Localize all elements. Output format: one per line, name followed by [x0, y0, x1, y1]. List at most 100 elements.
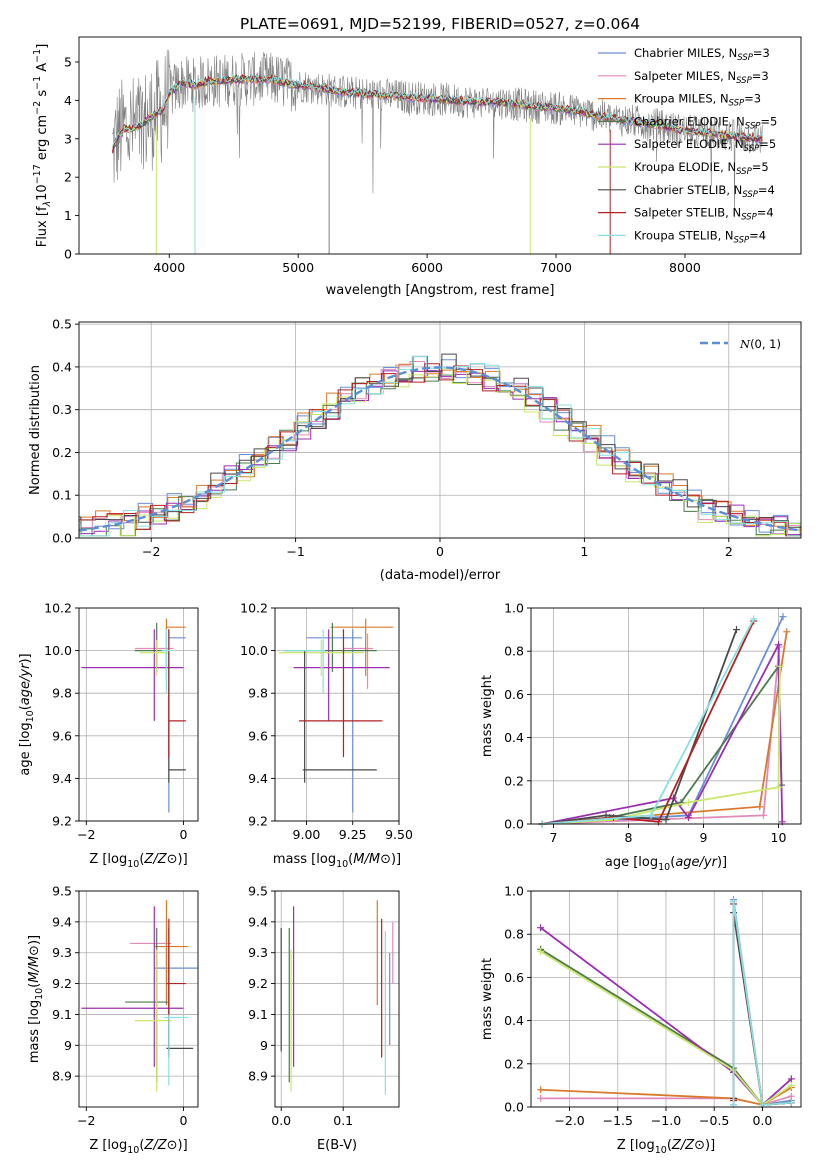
y-tick-label: 9	[64, 1038, 72, 1053]
x-tick-label: −1	[286, 544, 304, 559]
x-tick-label: −2	[142, 544, 160, 559]
y-tick-label: 9	[260, 1038, 268, 1053]
y-axis-label: Normed distribution	[28, 365, 43, 495]
y-tick-label: 0.3	[52, 402, 72, 417]
y-tick-label: 10.0	[44, 643, 72, 658]
y-tick-label: 0.2	[52, 445, 72, 460]
y-tick-label: 9.1	[52, 1007, 72, 1022]
x-axis-label: Z [log10(Z/Z⊙)]	[89, 852, 187, 870]
axes-frame	[78, 607, 199, 822]
y-tick-label: 0.2	[504, 773, 524, 788]
y-tick-label: 1.0	[504, 884, 524, 899]
age-vs-mass-plot: 9.00 9.25 9.50 9.2 9.4 9.6 9.8 10.0 10.2 mass [lo…	[240, 601, 413, 871]
x-tick-label: 6000	[411, 260, 443, 275]
y-tick-label: 0.0	[52, 531, 72, 546]
figure-title: PLATE=0691, MJD=52199, FIBERID=0527, z=0…	[240, 15, 640, 33]
x-tick-label: 1	[580, 544, 588, 559]
plot-area	[81, 618, 186, 813]
x-axis-label: mass [log10(M/M⊙)]	[273, 852, 401, 870]
y-tick-label: 0.4	[52, 359, 72, 374]
y-tick-label: 8.9	[248, 1069, 268, 1084]
histogram-step	[79, 363, 801, 537]
y-tick-label: 9.2	[248, 814, 268, 829]
y-tick-label: 1.0	[504, 601, 524, 616]
x-tick-label: 8	[625, 830, 633, 845]
y-tick-label: 1	[64, 208, 72, 223]
y-tick-label: 9.4	[248, 771, 268, 786]
weight-series-line	[542, 629, 738, 825]
x-tick-label: 2	[725, 544, 733, 559]
y-tick-label: 0	[64, 247, 72, 262]
axes-frame	[78, 36, 802, 255]
weight-vs-metallicity-plot: −2.0 −1.5 −1.0 −0.5 0.0 0.0 0.2 0.4 0.6 0.8 1.0 Z […	[480, 884, 802, 1156]
y-tick-label: 9.6	[248, 728, 268, 743]
legend-label: Chabrier STELIB, NSSP=4	[634, 183, 775, 200]
y-tick-label: 0.8	[504, 927, 524, 942]
x-tick-label: 4000	[153, 260, 185, 275]
y-tick-label: 9.4	[52, 914, 72, 929]
x-tick-label: 0.0	[752, 1113, 772, 1128]
axes-frame	[530, 607, 802, 825]
legend-label: Kroupa ELODIE, NSSP=5	[634, 160, 769, 177]
x-axis-label: (data-model)/error	[380, 568, 501, 583]
legend-label: N(0, 1)	[739, 337, 781, 351]
y-tick-label: 0.4	[504, 1013, 524, 1028]
x-axis-label: E(B-V)	[317, 1138, 357, 1153]
age-vs-metallicity-plot: −2 0 9.2 9.4 9.6 9.8 10.0 10.2 Z [log10(Z/Z⊙)] ag…	[18, 601, 199, 870]
y-tick-label: 9.2	[52, 976, 72, 991]
weight-series-line	[542, 618, 755, 825]
x-tick-label: −1.5	[603, 1113, 633, 1128]
axes-frame	[274, 890, 400, 1108]
x-tick-label: 0	[179, 1113, 187, 1128]
y-tick-label: 0.5	[52, 317, 72, 332]
mass-vs-ebv-plot: 0.0 0.1 8.9 9 9.1 9.2 9.3 9.4 9.5 E(B-V)	[248, 884, 400, 1153]
weight-series-line	[542, 644, 784, 825]
y-tick-label: 4	[64, 93, 72, 108]
x-tick-label: −1.0	[651, 1113, 681, 1128]
y-axis-label: mass [log10(M/M⊙)]	[27, 935, 45, 1063]
plot-area	[280, 900, 394, 1095]
y-tick-label: 0.8	[504, 644, 524, 659]
plot-area	[112, 49, 763, 254]
x-axis-label: age [log10(age/yr)]	[605, 855, 727, 873]
y-tick-label: 9.3	[248, 945, 268, 960]
axes-frame	[78, 890, 199, 1108]
x-tick-label: −2	[77, 827, 95, 842]
x-tick-label: 8000	[669, 260, 701, 275]
y-tick-label: 3	[64, 131, 72, 146]
model-spectrum-line	[112, 73, 763, 147]
y-tick-label: 0.6	[504, 687, 524, 702]
x-tick-label: 7	[550, 830, 558, 845]
x-tick-label: 7000	[540, 260, 572, 275]
gaussian-reference-curve	[79, 366, 801, 532]
model-spectrum-line	[112, 75, 763, 154]
y-axis-label: mass weight	[480, 958, 495, 1040]
spectrum-plot: 4000 5000 6000 7000 8000 0 1 2 3 4 5 wavelength [An…	[32, 36, 802, 298]
x-tick-label: 10	[771, 830, 787, 845]
plot-area	[278, 618, 394, 813]
x-tick-label: 0.1	[333, 1113, 353, 1128]
legend-label: Salpeter MILES, NSSP=3	[634, 69, 769, 86]
legend-label: Salpeter STELIB, NSSP=4	[634, 206, 774, 223]
x-tick-label: 0	[436, 544, 444, 559]
x-tick-label: 9.00	[293, 827, 321, 842]
legend-label: Kroupa STELIB, NSSP=4	[634, 228, 766, 245]
x-axis-label: Z [log10(Z/Z⊙)]	[617, 1138, 715, 1156]
x-tick-label: 5000	[282, 260, 314, 275]
y-tick-label: 8.9	[52, 1069, 72, 1084]
legend-label: Salpeter ELODIE, NSSP=5	[634, 137, 776, 154]
y-tick-label: 9.5	[52, 884, 72, 899]
histogram-step	[79, 374, 801, 537]
plot-area	[79, 353, 801, 537]
weight-series-line	[540, 950, 792, 1107]
x-tick-label: 9.50	[385, 827, 413, 842]
x-tick-label: −2	[77, 1113, 95, 1128]
y-tick-label: 5	[64, 54, 72, 69]
y-tick-label: 0.2	[504, 1056, 524, 1071]
y-tick-label: 9.6	[52, 728, 72, 743]
y-tick-label: 9.1	[248, 1007, 268, 1022]
y-tick-label: 10.0	[240, 643, 268, 658]
legend-label: Chabrier MILES, NSSP=3	[634, 46, 770, 63]
y-tick-label: 0.1	[52, 488, 72, 503]
